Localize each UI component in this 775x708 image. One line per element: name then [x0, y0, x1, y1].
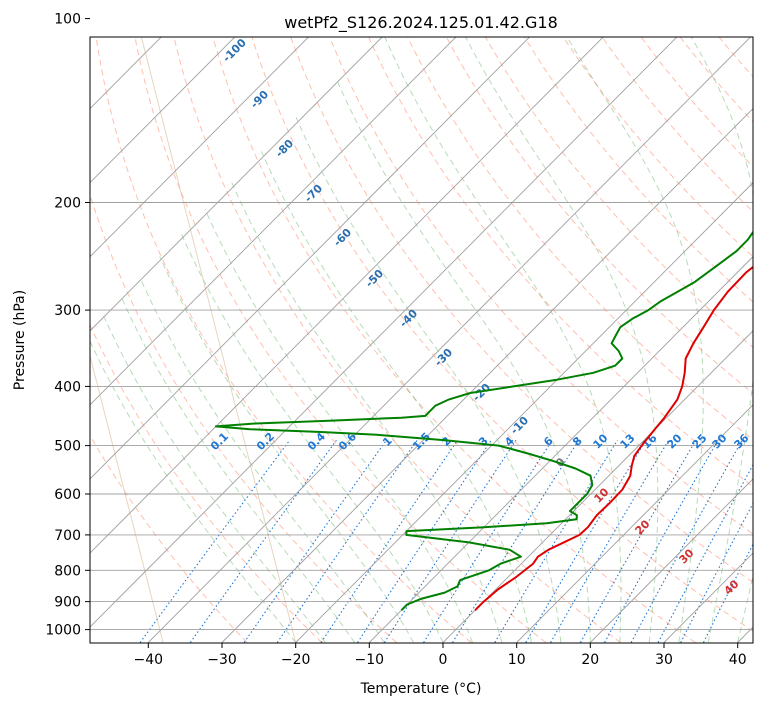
background-lines: [90, 37, 753, 643]
sounding-profiles: [214, 230, 753, 612]
y-tick-label: 100: [54, 12, 81, 28]
isotherm: [90, 37, 604, 554]
mixing-ratio-line: [604, 440, 719, 643]
y-tick-label: 800: [54, 563, 81, 579]
isotherm: [368, 256, 753, 643]
mixing-ratio-line: [494, 440, 618, 643]
mixing-ratio-line: [550, 440, 670, 643]
x-tick-label: 30: [655, 652, 673, 668]
y-axis-label: Pressure (hPa): [12, 290, 28, 390]
dewpoint-profile: [214, 230, 753, 612]
moist-adiabat: [159, 256, 414, 643]
dry-adiabat: [90, 434, 248, 643]
mixing-ratio-line: [276, 439, 418, 643]
mixing-ratio-line: [383, 439, 517, 643]
mixing-ratio-line: [657, 463, 753, 643]
mixing-ratio-line: [580, 440, 697, 643]
dry-adiabat: [212, 37, 696, 643]
moist-adiabat: [139, 276, 385, 643]
y-axis: 100 200 300 400 500 600 700 800 900 1000: [45, 12, 90, 639]
x-tick-label: 0: [439, 652, 448, 668]
moist-adiabat: [566, 37, 704, 643]
dry-adiabat: [90, 323, 323, 643]
isotherm: [90, 37, 678, 628]
isotherm: [90, 37, 457, 406]
moist-adiabat: [690, 37, 753, 643]
y-tick-label: 900: [54, 595, 81, 611]
mixing-ratio-line: [703, 543, 753, 643]
moist-adiabat: [384, 37, 622, 643]
moist-adiabat: [204, 208, 473, 643]
y-tick-label: 400: [54, 379, 81, 395]
mixing-ratio-line: [680, 502, 753, 643]
x-tick-label: −20: [281, 652, 311, 668]
x-tick-label: −40: [134, 652, 164, 668]
isotherm: [589, 478, 753, 643]
moist-adiabat: [261, 151, 532, 643]
moist-adiabat: [737, 574, 753, 643]
x-tick-label: 40: [729, 652, 747, 668]
x-tick-label: −10: [355, 652, 385, 668]
isotherm: [221, 107, 753, 643]
height-curve: [90, 353, 164, 643]
moist-adiabat: [464, 37, 659, 643]
isotherm: [90, 37, 531, 480]
y-tick-label: 700: [54, 528, 81, 544]
x-tick-label: −30: [207, 652, 237, 668]
dry-adiabat: [251, 37, 753, 632]
x-axis-label: Temperature (°C): [360, 681, 482, 697]
mixing-ratio-line: [189, 439, 337, 643]
y-tick-label: 600: [54, 487, 81, 503]
moist-adiabat: [90, 340, 297, 643]
moist-adiabat: [335, 77, 591, 643]
dry-adiabat: [290, 37, 753, 583]
dry-adiabat: [95, 37, 472, 643]
plot-frame: [89, 36, 754, 644]
x-tick-label: 20: [581, 652, 599, 668]
mixing-ratio-line: [243, 439, 387, 643]
isotherm: [90, 37, 310, 258]
isotherm: [442, 330, 753, 643]
x-axis: −40−30−20−1001020304050: [134, 643, 747, 668]
x-tick-label: 10: [508, 652, 526, 668]
y-tick-label: 1000: [45, 623, 81, 639]
mixing-ratio-line: [423, 440, 553, 643]
y-tick-label: 300: [54, 303, 81, 319]
moist-adiabat: [231, 181, 503, 643]
temperature-profile: [474, 265, 753, 612]
dry-adiabat: [329, 37, 753, 535]
mixing-ratio-line: [630, 440, 743, 643]
isotherm: [516, 404, 753, 643]
mixing-ratio-line: [357, 439, 492, 643]
mixing-ratio-line: [525, 440, 647, 643]
y-tick-label: 200: [54, 196, 81, 212]
isotherm: [147, 37, 752, 643]
dry-adiabat: [173, 37, 621, 643]
chart-title: wetPf2_S126.2024.125.01.42.G18: [284, 13, 558, 33]
isotherm: [90, 37, 236, 184]
dry-adiabat: [368, 37, 753, 488]
moist-adiabat: [180, 233, 444, 643]
y-tick-label: 500: [54, 439, 81, 455]
isotherm: [295, 182, 753, 643]
height-curve: [140, 37, 297, 643]
